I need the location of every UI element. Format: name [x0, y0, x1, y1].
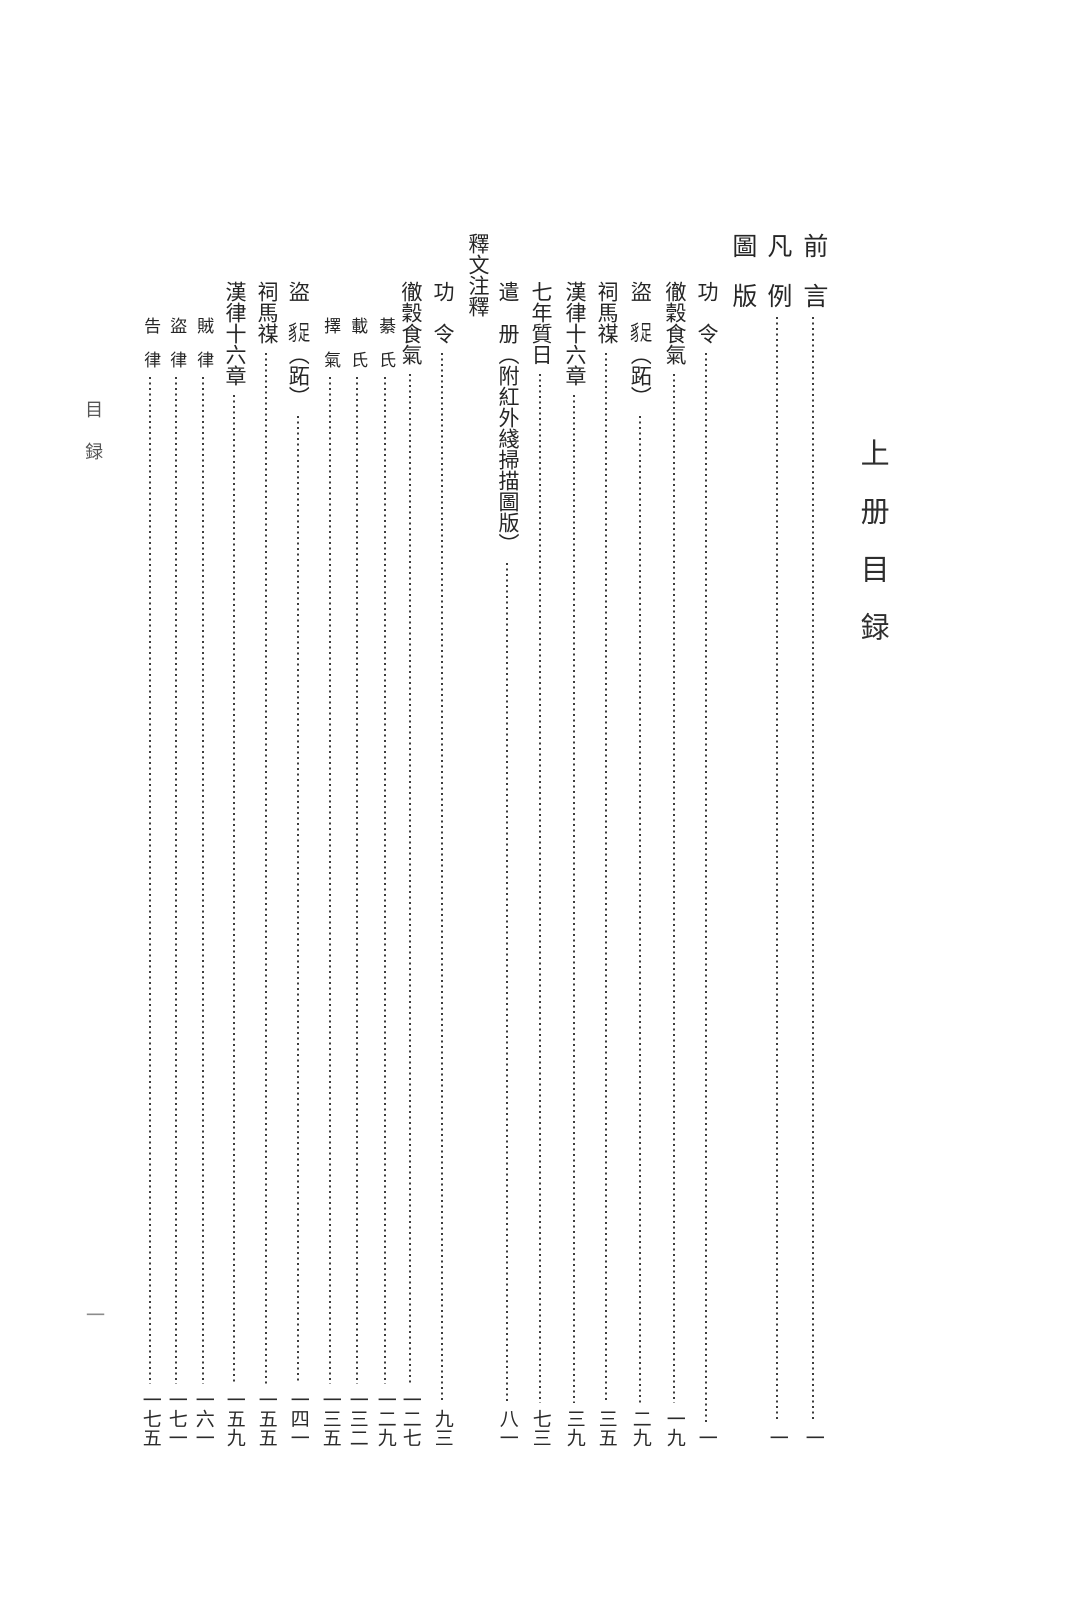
dotted-leader	[639, 416, 641, 1403]
entry-page-number: 一二九	[374, 1390, 396, 1447]
entry-label: 漢律十六章	[222, 281, 247, 386]
dotted-leader	[384, 377, 386, 1384]
subentry-label: 載 氏	[348, 317, 368, 368]
dotted-leader	[605, 353, 607, 1403]
entry-page-number: 一五五	[255, 1390, 277, 1447]
entry-label: 前 言	[799, 233, 827, 308]
entry-page-number: 一三二	[346, 1390, 368, 1447]
dotted-leader	[329, 377, 331, 1384]
entry-label: 漢律十六章	[562, 281, 587, 386]
dotted-leader	[297, 416, 299, 1384]
rare-glyph-zhi-zu: 豸足	[628, 321, 652, 345]
entry-label: 徹穀食氣	[662, 281, 687, 365]
toc-entry-editorial-notes: 凡 例 一	[762, 233, 792, 1447]
dotted-leader	[265, 353, 267, 1384]
entry-label: 盜 豸足（跖）	[286, 281, 311, 407]
subentry-label: 綦 氏	[376, 317, 396, 368]
entry-page-number: 九三	[431, 1409, 453, 1447]
toc-entry-plates-ci-ma-mei: 祠馬禖 三五	[591, 281, 621, 1447]
toc-subentry-ze-qi: 擇 氣 一三五	[318, 317, 342, 1447]
entry-page-number: 一六一	[192, 1390, 214, 1447]
entry-page-number: 三五	[595, 1409, 617, 1447]
dotted-leader	[776, 317, 778, 1422]
entry-label-post: （跖）	[286, 344, 311, 407]
dotted-leader	[573, 395, 575, 1403]
entry-page-number: 一二七	[399, 1390, 421, 1447]
toc-entry-notes-che-gu-shi-qi: 徹穀食氣 一二七	[395, 281, 425, 1447]
entry-label: 徹穀食氣	[398, 281, 423, 365]
entry-label-pre: 盜	[286, 281, 311, 323]
section-heading-label: 釋文注釋	[465, 233, 490, 317]
dotted-leader	[175, 377, 177, 1384]
entry-label: 盜 豸足（跖）	[628, 281, 653, 407]
toc-subentry-zai-shi: 載 氏 一三二	[345, 317, 369, 1447]
entry-label-post: （跖）	[628, 344, 653, 407]
dotted-leader	[202, 377, 204, 1384]
entry-page-number: 二九	[629, 1409, 651, 1447]
subentry-label: 告 律	[141, 317, 161, 368]
entry-page-number: 一	[766, 1428, 788, 1447]
toc-subentry-zei-lv: 賊 律 一六一	[191, 317, 215, 1447]
entry-page-number: 八一	[496, 1409, 518, 1447]
dotted-leader	[441, 353, 443, 1403]
entry-label-paren: （附紅外綫掃描圖版）	[495, 344, 520, 554]
entry-page-number: 七三	[529, 1409, 551, 1447]
entry-page-number: 一四一	[287, 1390, 309, 1447]
entry-page-number: 一五九	[223, 1390, 245, 1447]
toc-subentry-qi-shi: 綦 氏 一二九	[373, 317, 397, 1447]
dotted-leader	[673, 374, 675, 1403]
dotted-leader	[409, 374, 411, 1384]
toc-entry-notes-dao-zhi: 盜 豸足（跖） 一四一	[283, 281, 313, 1447]
entry-label: 遣 册（附紅外綫掃描圖版）	[495, 281, 520, 554]
toc-entry-plates-qi-nian-zhi-ri: 七年質日 七三	[525, 281, 555, 1447]
entry-page-number: 一	[695, 1428, 717, 1447]
entry-page-number: 一九	[663, 1409, 685, 1447]
toc-entry-plates-han-lv-16: 漢律十六章 三九	[559, 281, 589, 1447]
dotted-leader	[539, 374, 541, 1403]
toc-heading-transcription-annotation: 釋文注釋	[462, 233, 492, 317]
entry-label: 祠馬禖	[594, 281, 619, 344]
dotted-leader	[705, 353, 707, 1422]
dotted-leader	[149, 377, 151, 1384]
toc-entry-plates-gong-ling: 功 令 一	[691, 281, 721, 1447]
dotted-leader	[233, 395, 235, 1384]
toc-entry-preface: 前 言 一	[798, 233, 828, 1447]
entry-label: 功 令	[430, 281, 455, 344]
page-number: 一	[83, 1305, 105, 1324]
toc-entry-plates-qian-ce: 遣 册（附紅外綫掃描圖版） 八一	[492, 281, 522, 1447]
toc-subentry-dao-lv: 盜 律 一七一	[164, 317, 188, 1447]
entry-page-number: 三九	[563, 1409, 585, 1447]
subentry-label: 擇 氣	[321, 317, 341, 368]
toc-entry-notes-ci-ma-mei: 祠馬禖 一五五	[251, 281, 281, 1447]
running-header: 目 録	[83, 400, 104, 463]
entry-page-number: 一三五	[319, 1390, 341, 1447]
rare-glyph-zhi-zu: 豸足	[286, 321, 310, 345]
toc-entry-notes-gong-ling: 功 令 九三	[427, 281, 457, 1447]
toc-entry-plates-che-gu-shi-qi: 徹穀食氣 一九	[659, 281, 689, 1447]
page-title: 上 册 目 録	[856, 438, 889, 641]
section-heading-label: 圖 版	[728, 233, 756, 308]
toc-entry-notes-han-lv-16: 漢律十六章 一五九	[219, 281, 249, 1447]
dotted-leader	[506, 563, 508, 1403]
dotted-leader	[356, 377, 358, 1384]
entry-label-pre: 盜	[628, 281, 653, 323]
entry-page-number: 一七一	[165, 1390, 187, 1447]
toc-entry-plates-dao-zhi: 盜 豸足（跖） 二九	[625, 281, 655, 1447]
entry-page-number: 一	[802, 1428, 824, 1447]
entry-label: 七年質日	[528, 281, 553, 365]
dotted-leader	[812, 317, 814, 1422]
entry-label: 凡 例	[763, 233, 791, 308]
subentry-label: 盜 律	[167, 317, 187, 368]
entry-label-main: 遣 册	[495, 281, 520, 344]
entry-page-number: 一七五	[139, 1390, 161, 1447]
toc-heading-plates: 圖 版	[727, 233, 757, 308]
toc-subentry-gao-lv: 告 律 一七五	[138, 317, 162, 1447]
entry-label: 祠馬禖	[254, 281, 279, 344]
entry-label: 功 令	[694, 281, 719, 344]
subentry-label: 賊 律	[194, 317, 214, 368]
